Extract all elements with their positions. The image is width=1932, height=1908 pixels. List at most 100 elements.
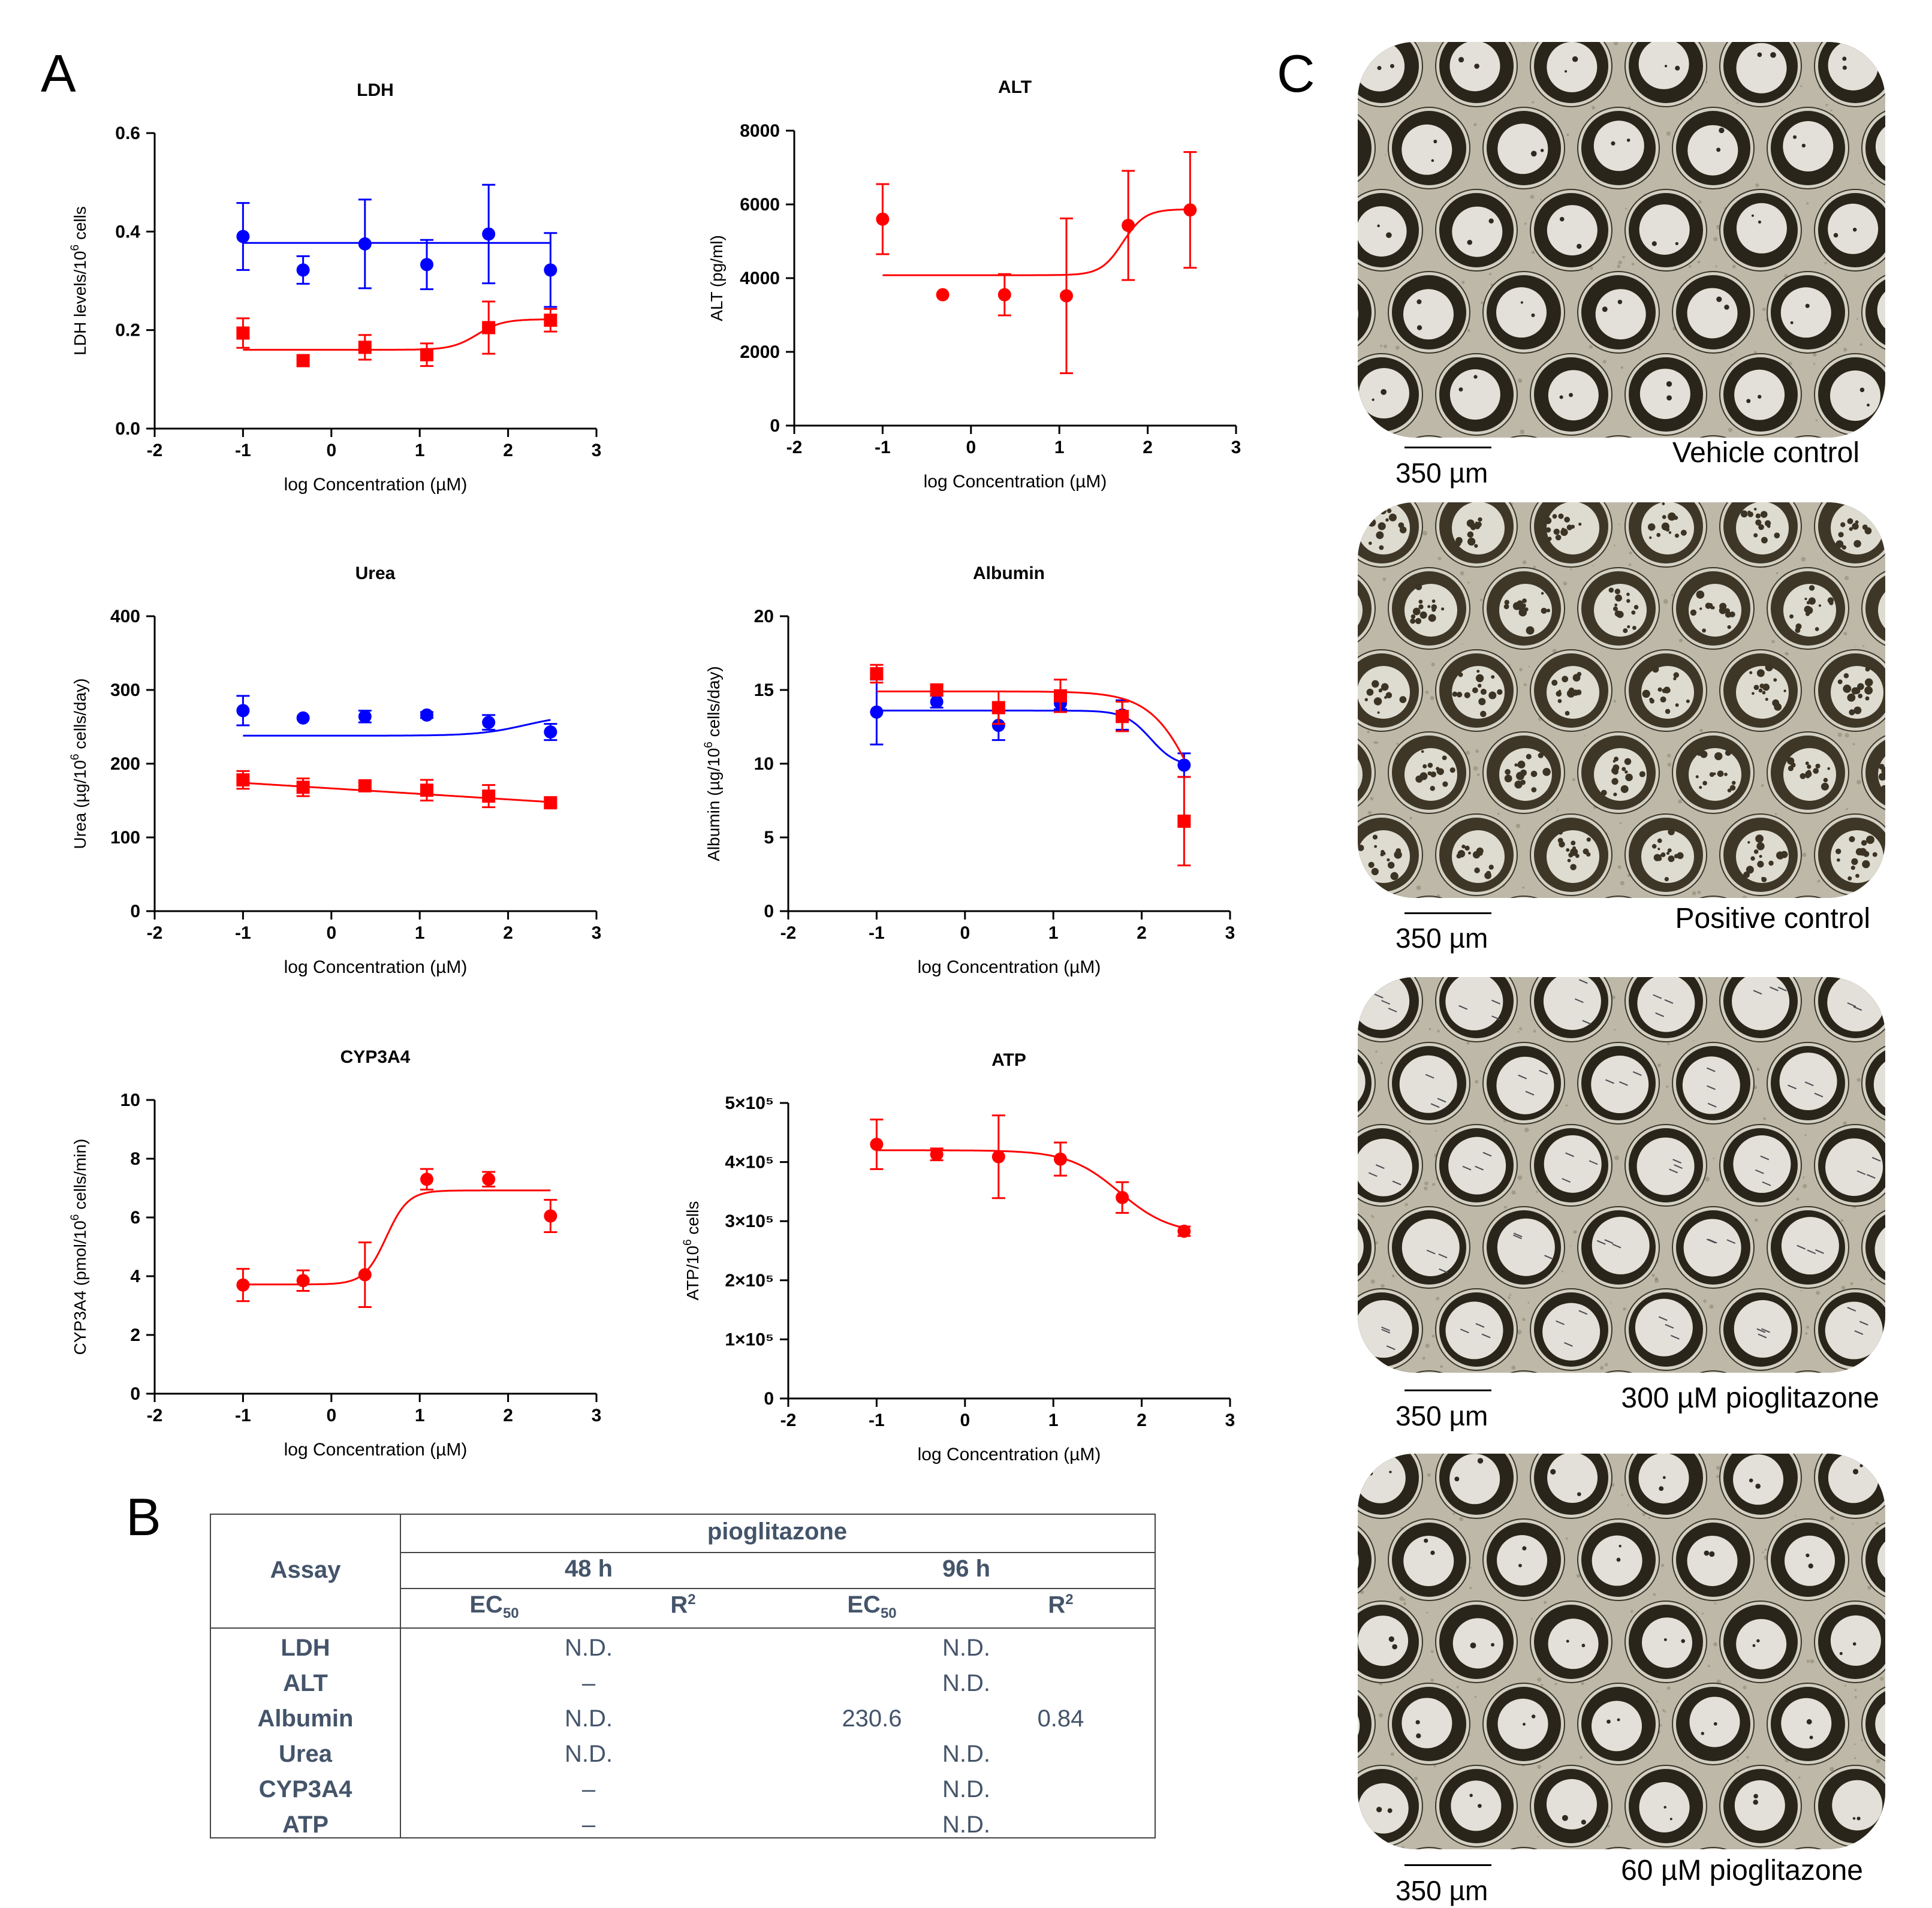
y-tick-label: 8 [130,1149,140,1169]
micrograph-image [1358,502,1885,898]
chart-title: Urea [355,563,396,583]
data-point [358,1268,372,1282]
y-axis-label: CYP3A4 (pmol/106 cells/min) [69,1139,89,1355]
micrograph-label: 60 µM pioglitazone [1621,1855,1863,1886]
data-point [991,719,1005,733]
table-cell: 230.6 [842,1705,902,1732]
data-point [236,230,250,243]
y-tick-label: 2000 [740,342,780,362]
y-tick-label: 4000 [740,269,780,288]
y-tick-label: 100 [110,828,140,848]
x-tick-label: -1 [235,1406,251,1425]
x-tick-label: 3 [592,1406,602,1425]
data-point [358,340,372,354]
scale-bar [1404,1864,1491,1866]
table-row-assay: LDH [281,1635,330,1661]
data-point [544,796,557,810]
data-point [1116,710,1129,724]
chart-title: CYP3A4 [340,1047,411,1067]
data-point [544,263,557,277]
data-point [876,212,890,226]
panel-a-charts: LDH -2 -1 0 1 2 3 0.0 0.2 0.4 0.6 log Concentration… [69,77,1241,1464]
x-tick-label: 2 [1137,923,1147,943]
data-point [420,258,433,272]
micrograph-image [1358,42,1885,438]
series-48h [876,151,1197,375]
x-tick-label: 1 [1048,923,1059,943]
series-48h [236,300,557,367]
y-tick-label: 0.2 [115,321,140,340]
y-tick-label: 200 [110,754,140,774]
chart-cyp3a4: CYP3A4 -2 -1 0 1 2 3 0 2 4 6 8 10 log Concentration (… [69,1047,601,1460]
data-point [420,1172,433,1186]
data-point [1059,289,1073,303]
data-point [1177,758,1191,772]
x-tick-label: 1 [415,923,425,943]
data-point [358,779,372,792]
data-point [870,667,884,680]
chart-albumin: Albumin -2 -1 0 1 2 3 0 5 10 15 20 log Concentration… [703,563,1235,977]
data-point [296,354,310,367]
x-tick-label: 0 [966,438,976,457]
y-tick-label: 400 [110,607,140,626]
data-point [236,773,250,787]
y-axis-label: Urea (µg/106 cells/day) [69,678,89,849]
y-tick-label: 1×10⁵ [725,1330,774,1349]
data-point [1053,689,1067,703]
scale-bar-label: 350 µm [1395,923,1488,954]
x-axis-label: log Concentration (µM) [284,1440,468,1460]
table-row-assay: CYP3A4 [258,1776,352,1802]
micrograph-vehicle-control [1358,42,1885,438]
r2-96h-header: R2 [1048,1591,1074,1618]
data-point [296,711,310,725]
x-tick-label: 2 [503,441,513,460]
x-tick-label: -2 [780,923,797,943]
y-tick-label: 2 [130,1325,140,1345]
results-table: Assay pioglitazone 48 h 96 h EC50 R2 EC5… [210,1514,1156,1838]
y-tick-label: 0 [130,1384,140,1404]
x-tick-label: -2 [780,1410,797,1430]
data-point [236,326,250,340]
x-tick-label: 3 [1231,438,1241,457]
table-cell: N.D. [565,1705,613,1732]
table-cell: N.D. [942,1741,990,1767]
series-48h [870,664,1191,867]
table-cell: N.D. [942,1670,990,1696]
micrograph-image [1358,977,1885,1373]
y-tick-label: 0.6 [115,123,140,143]
y-tick-label: 0 [130,902,140,921]
table-cell: – [581,1776,596,1802]
x-tick-label: 1 [1054,438,1065,457]
fit-curve [876,709,1184,764]
scale-bar [1404,912,1491,914]
data-point [997,288,1011,302]
series-96h [236,183,557,308]
fit-curve [243,782,551,803]
panel-letter-c: C [1277,44,1315,103]
data-point [482,789,496,803]
data-point [482,716,496,730]
y-tick-label: 6000 [740,195,780,215]
x-tick-label: 3 [592,441,602,460]
x-tick-label: 1 [415,441,425,460]
y-tick-label: 0 [770,416,780,436]
x-tick-label: 0 [326,1406,336,1425]
panel-letter-a: A [41,44,76,103]
y-tick-label: 3×10⁵ [725,1211,774,1231]
data-point [420,348,433,361]
micrograph-300um-pioglitazone [1358,977,1885,1373]
data-point [1177,814,1191,828]
table-cell: – [581,1670,596,1696]
chart-title: ALT [998,77,1032,97]
x-tick-label: 3 [1225,1410,1235,1430]
micrograph-image [1358,1454,1885,1849]
x-tick-label: 0 [326,923,336,943]
y-tick-label: 8000 [740,121,780,141]
data-point [1053,1152,1067,1166]
micrograph-label: Positive control [1675,903,1870,935]
x-tick-label: -1 [869,923,885,943]
x-tick-label: 3 [1225,923,1235,943]
x-axis-label: log Concentration (µM) [918,957,1101,977]
chart-title: LDH [357,80,394,100]
data-point [544,725,557,739]
